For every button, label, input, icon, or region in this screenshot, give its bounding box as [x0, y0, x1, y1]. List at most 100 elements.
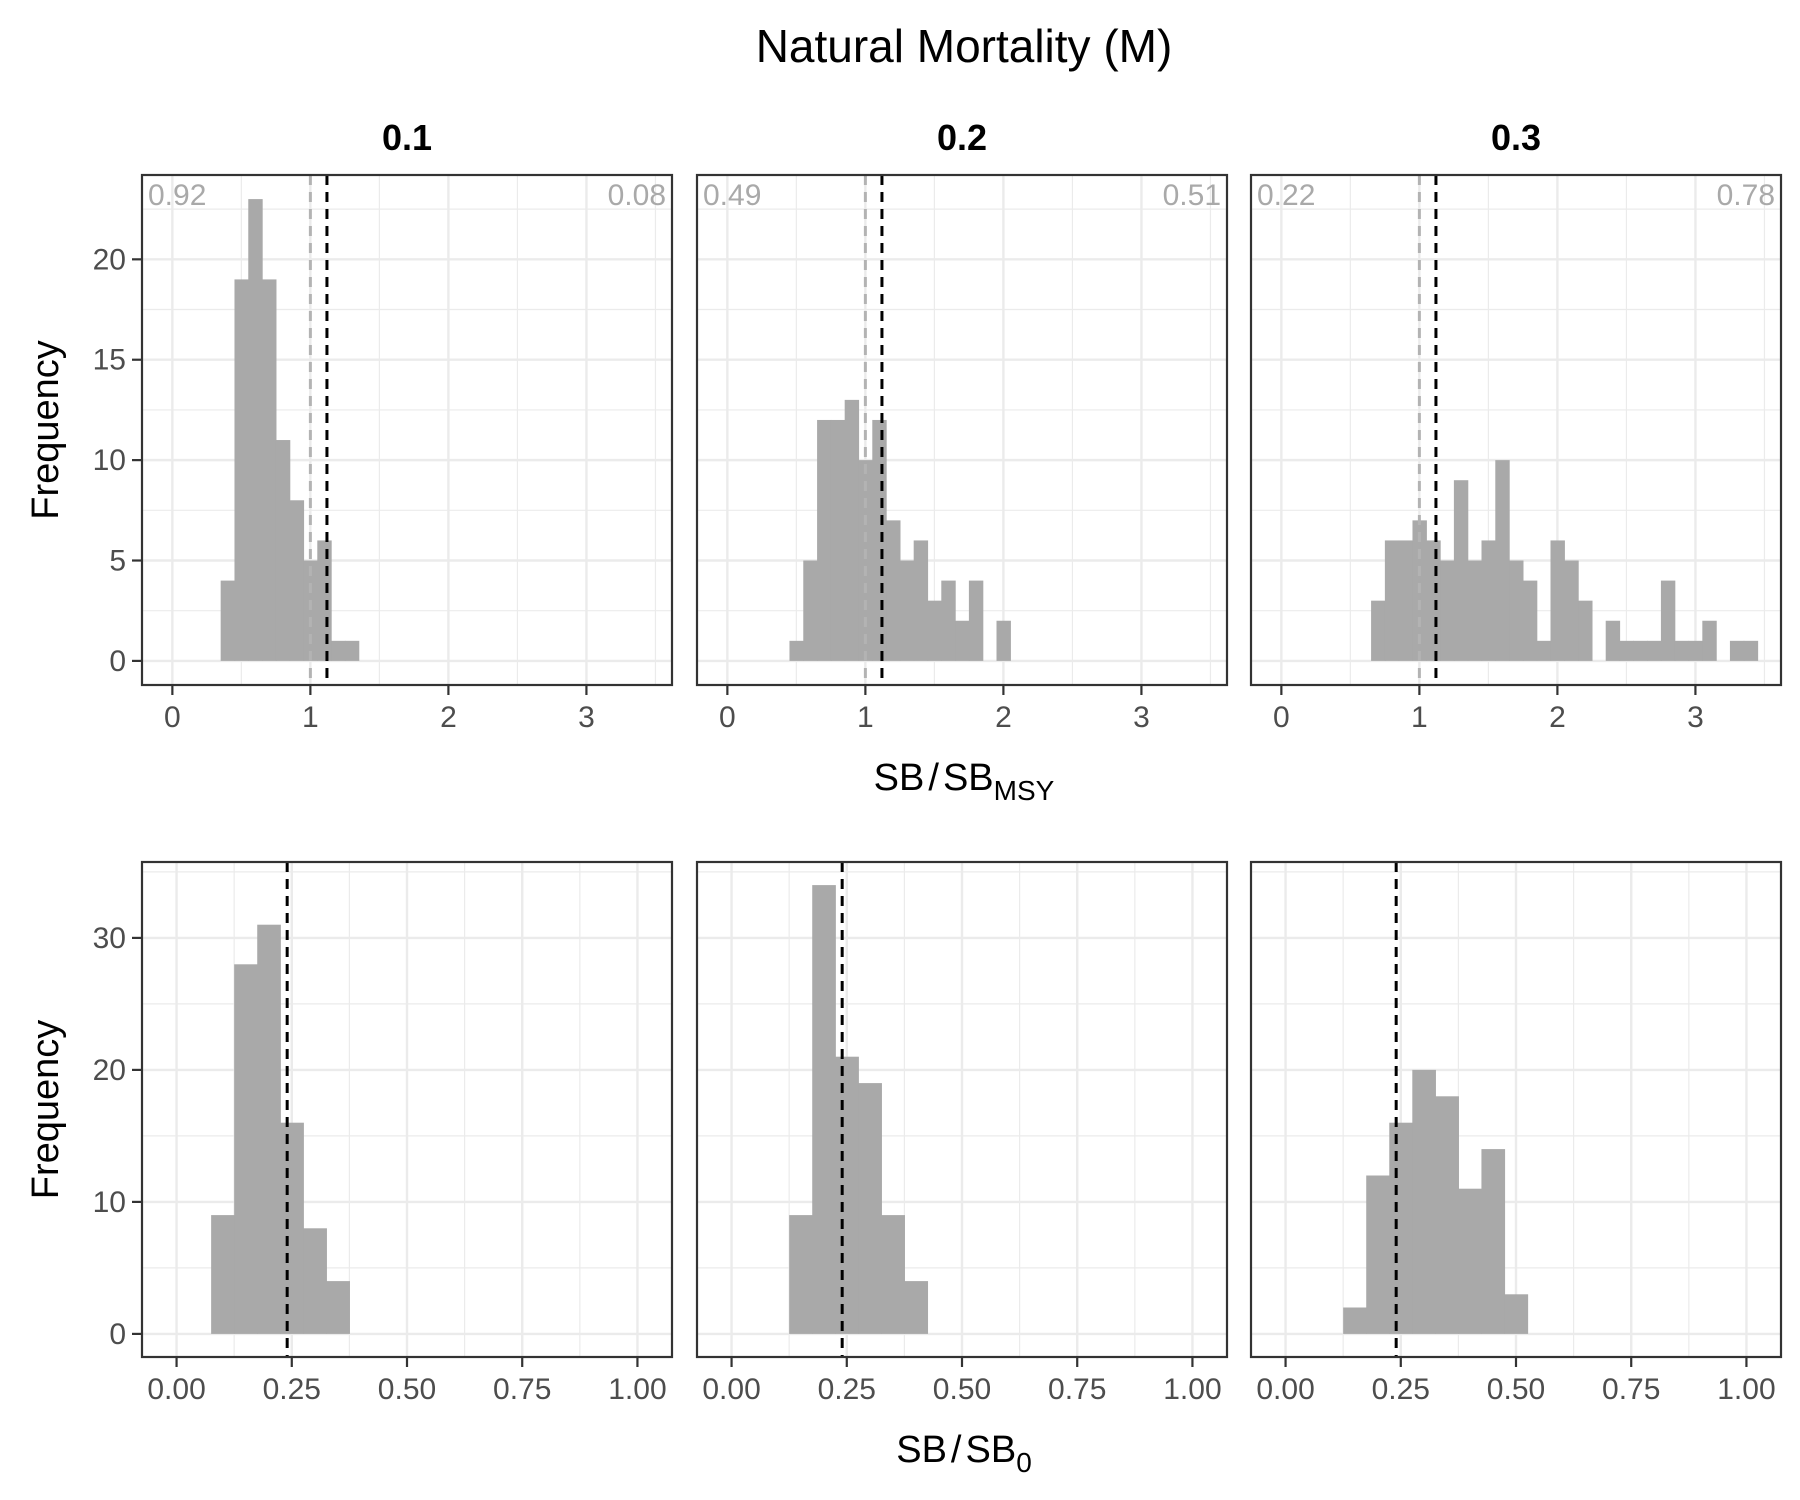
figure-title: Natural Mortality (M) [756, 20, 1173, 72]
histogram-bar [1674, 640, 1690, 661]
histogram-bar [317, 540, 332, 661]
panel-r1-c1: 0.92 0.08 0 1 2 3 0 5 10 15 20 [93, 173, 674, 734]
histogram-bar [289, 500, 305, 661]
x-axis-label-denom: SB [965, 1429, 1016, 1471]
histogram-bar [234, 279, 249, 661]
histogram-bar [1495, 460, 1510, 661]
histogram-bar [1522, 580, 1538, 661]
y-tick-label: 0 [109, 1318, 126, 1351]
histogram-bar [1481, 1149, 1506, 1334]
x-axis-label-base: SB [874, 757, 925, 799]
x-axis-label-subscript: MSY [994, 775, 1055, 806]
x-tick-label: 2 [440, 701, 457, 734]
histogram-bar [303, 1228, 327, 1334]
histogram-bar [904, 1281, 929, 1334]
histogram-bar [881, 1215, 905, 1334]
x-tick-label: 1.00 [1163, 1373, 1221, 1406]
x-tick-label: 1 [302, 701, 319, 734]
histogram-bar [1435, 1096, 1459, 1334]
facet-label-1: 0.1 [382, 117, 432, 158]
y-tick-label: 20 [93, 1054, 126, 1087]
histogram-bar [996, 620, 1011, 661]
histogram-bar [844, 399, 860, 661]
x-tick-label: 0.75 [493, 1373, 551, 1406]
histogram-bar [1366, 1175, 1390, 1334]
x-tick-label: 0.00 [147, 1373, 205, 1406]
x-axis-label: SB / SB0 [896, 1429, 1032, 1478]
histogram-bar [1343, 1307, 1367, 1334]
histogram-bar [211, 1215, 235, 1334]
histogram-bar [1536, 640, 1552, 661]
x-tick-label: 3 [578, 701, 595, 734]
proportion-above-label: 0.78 [1717, 179, 1775, 212]
proportion-below-label: 0.92 [148, 179, 206, 212]
histogram-bar [262, 279, 277, 661]
y-tick-label: 15 [93, 344, 126, 377]
histogram-bar [789, 640, 804, 661]
histogram-bar [968, 580, 984, 661]
histogram-bar [275, 440, 291, 661]
histogram-bar [913, 540, 929, 661]
histogram-bar [1398, 540, 1414, 661]
x-tick-label: 1.00 [608, 1373, 666, 1406]
histogram-bar [872, 419, 887, 661]
histogram-bar [1440, 560, 1455, 661]
histogram-bar [1633, 640, 1648, 661]
x-tick-label: 0.75 [1602, 1373, 1660, 1406]
histogram-bar [1458, 1188, 1483, 1334]
x-tick-label: 2 [1549, 701, 1566, 734]
histogram-bar [1688, 640, 1703, 661]
x-axis-label-sep: / [951, 1429, 962, 1471]
histogram-bar [1504, 1294, 1529, 1334]
proportion-below-label: 0.49 [703, 179, 761, 212]
histogram-bar [941, 580, 956, 661]
histogram-bar [1619, 640, 1634, 661]
x-tick-label: 0 [164, 701, 181, 734]
histogram-bar [927, 600, 942, 661]
panel-r2-c2: 0.00 0.25 0.50 0.75 1.00 [695, 860, 1229, 1406]
x-axis-label-base: SB [896, 1429, 947, 1471]
proportion-above-label: 0.08 [608, 179, 666, 212]
histogram-bar [1384, 540, 1400, 661]
row-sb-sb0: 0.00 0.25 0.50 0.75 1.00 0 10 20 30 0.00 0.25 0.50 0… [25, 860, 1783, 1478]
histogram-bar [248, 199, 263, 661]
panel-r2-c1: 0.00 0.25 0.50 0.75 1.00 0 10 20 30 [93, 860, 674, 1406]
x-axis-label-denom: SB [943, 757, 994, 799]
histogram-bar [858, 460, 873, 661]
x-axis-label: SB / SBMSY [874, 757, 1055, 806]
histogram-bar [1550, 540, 1565, 661]
histogram-bar [835, 1056, 859, 1334]
histogram-bar [1647, 640, 1662, 661]
proportion-below-label: 0.22 [1257, 179, 1315, 212]
histogram-bar [1578, 600, 1593, 661]
histogram-bar [789, 1215, 813, 1334]
y-tick-label: 10 [93, 1186, 126, 1219]
x-tick-label: 0.50 [933, 1373, 991, 1406]
histogram-bar [812, 885, 836, 1334]
x-tick-label: 0.25 [818, 1373, 876, 1406]
panel-border [140, 173, 674, 687]
x-tick-label: 0.00 [702, 1373, 760, 1406]
histogram-bar [886, 520, 901, 661]
panel-r2-c3: 0.00 0.25 0.50 0.75 1.00 [1249, 860, 1783, 1406]
histogram-bar [220, 580, 236, 661]
x-tick-label: 0.50 [1487, 1373, 1545, 1406]
histogram-bar [1481, 540, 1496, 661]
x-tick-label: 3 [1133, 701, 1150, 734]
histogram-bar [331, 640, 346, 661]
proportion-above-label: 0.51 [1163, 179, 1221, 212]
y-tick-label: 30 [93, 922, 126, 955]
x-tick-label: 1 [1411, 701, 1428, 734]
histogram-bar [326, 1281, 350, 1334]
histogram-bar [234, 964, 258, 1334]
y-tick-label: 20 [93, 243, 126, 276]
histogram-bar [1426, 540, 1441, 661]
panel-r1-c3: 0.22 0.78 0 1 2 3 [1249, 173, 1783, 734]
x-tick-label: 1 [857, 701, 874, 734]
x-axis-label-sep: / [928, 757, 939, 799]
histogram-bar [899, 560, 915, 661]
histogram-bar [257, 924, 281, 1334]
x-tick-label: 0.75 [1048, 1373, 1106, 1406]
